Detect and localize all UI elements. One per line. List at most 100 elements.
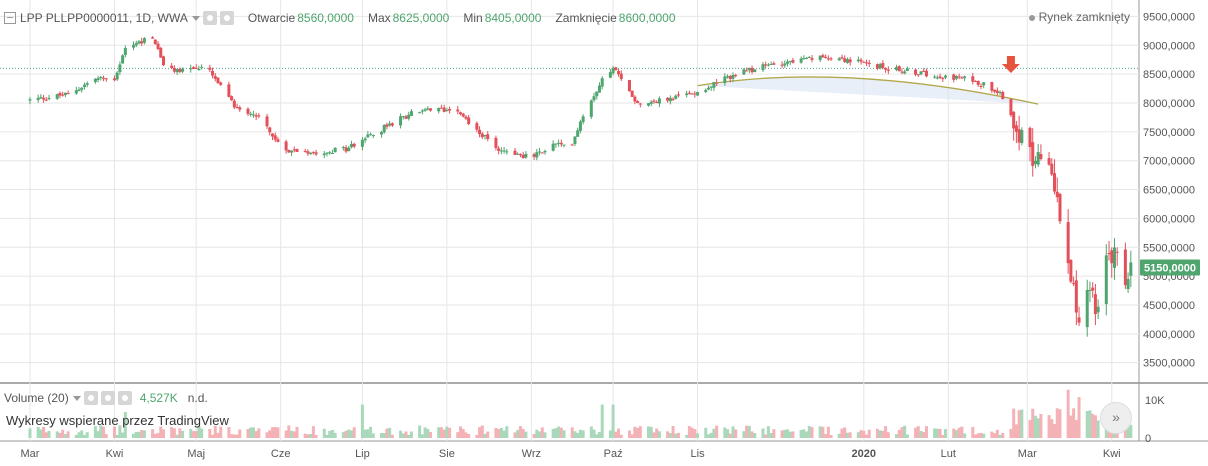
candle-body (963, 76, 967, 79)
candle-body (728, 76, 732, 79)
candle-body (344, 147, 348, 152)
candle-body (676, 94, 680, 96)
candle-body (44, 99, 48, 101)
volume-bar (600, 404, 604, 438)
candle-body (181, 68, 185, 72)
candle-body (687, 92, 691, 94)
close-icon[interactable] (117, 391, 132, 405)
volume-title[interactable]: Volume (20) (4, 391, 69, 405)
candle-body (1028, 127, 1032, 148)
candle-body (649, 101, 653, 104)
candle-body (952, 74, 956, 80)
candle-body (459, 112, 463, 115)
volume-bar (848, 432, 852, 438)
candle-body (993, 89, 997, 92)
volume-bar (1074, 420, 1078, 438)
volume-bar (704, 427, 708, 438)
symbol-title[interactable]: LPP PLLPP0000011, 1D, WWA (20, 11, 188, 25)
volume-bar (115, 434, 119, 438)
volume-bar (619, 434, 623, 438)
candle-body (58, 93, 62, 96)
volume-bar (728, 433, 732, 438)
candle-body (265, 116, 269, 127)
tradingview-watermark[interactable]: Wykresy wspierane przez TradingView (6, 413, 229, 428)
candle-body (464, 116, 468, 119)
volume-bar (747, 425, 751, 438)
candle-body (1112, 247, 1116, 268)
candle-body (216, 77, 220, 84)
eye-icon[interactable] (202, 11, 217, 25)
candle-body (461, 113, 465, 117)
candle-body (407, 114, 411, 119)
candle-body (118, 64, 122, 73)
candle-body (66, 93, 70, 95)
volume-bar (884, 426, 888, 438)
volume-bar (486, 431, 490, 438)
candle-body (55, 94, 59, 99)
chevron-down-icon[interactable] (72, 395, 81, 401)
candle-body (924, 70, 928, 77)
candle-body (824, 56, 828, 58)
collapse-icon[interactable] (4, 12, 16, 24)
volume-bar (181, 430, 185, 438)
volume-bar (750, 431, 754, 438)
time-tick-label: Lis (691, 448, 706, 460)
candle-body (322, 153, 326, 156)
double-chevron-right-icon[interactable]: » (1100, 402, 1132, 434)
candle-body (39, 97, 43, 99)
volume-bar (1093, 415, 1097, 438)
candle-body (478, 129, 482, 135)
volume-bar (944, 429, 948, 438)
candle-body (960, 77, 964, 79)
volume-bar (213, 425, 217, 438)
candle-body (61, 94, 65, 96)
volume-bar (350, 430, 354, 438)
volume-bar (592, 429, 596, 438)
candle-body (505, 151, 509, 153)
gear-icon[interactable] (83, 391, 98, 405)
candle-body (1110, 250, 1114, 264)
volume-bar (420, 434, 424, 438)
volume-bar (347, 429, 351, 438)
volume-bar (976, 433, 980, 438)
time-tick-label: Kwi (106, 448, 124, 460)
volume-bar (502, 430, 506, 438)
volume-bar (178, 428, 182, 438)
candle-body (843, 58, 847, 62)
volume-bar (134, 431, 138, 438)
volume-bar (28, 428, 32, 438)
volume-bar (608, 430, 612, 438)
volume-bar (971, 426, 975, 438)
chevron-down-icon[interactable] (191, 15, 200, 21)
candle-body (1129, 262, 1133, 276)
candle-body (1104, 255, 1108, 305)
candle-body (102, 77, 106, 79)
candle-body (840, 57, 844, 59)
market-status-text: Rynek zamknięty (1038, 10, 1130, 24)
candle-body (475, 123, 479, 130)
eye-icon[interactable] (100, 391, 115, 405)
volume-bar (581, 430, 585, 438)
volume-bar (1091, 413, 1095, 438)
candle-body (1096, 306, 1100, 313)
volume-bar (1039, 414, 1043, 438)
candle-body (559, 142, 563, 145)
candle-body (1058, 193, 1062, 222)
volume-bar (905, 434, 909, 438)
candle-body (268, 127, 272, 133)
volume-bar (824, 433, 828, 438)
volume-bar (429, 432, 433, 438)
volume-bar (61, 429, 65, 438)
volume-bar (810, 427, 814, 438)
volume-bar (306, 434, 310, 438)
volume-bar (480, 425, 484, 438)
gear-icon[interactable] (219, 11, 234, 25)
volume-bar (687, 426, 691, 438)
volume-bar (780, 430, 784, 438)
candle-body (783, 63, 787, 66)
candle-body (382, 125, 386, 133)
candle-body (1072, 282, 1076, 284)
volume-bar (1077, 397, 1081, 438)
volume-bar (614, 431, 618, 438)
